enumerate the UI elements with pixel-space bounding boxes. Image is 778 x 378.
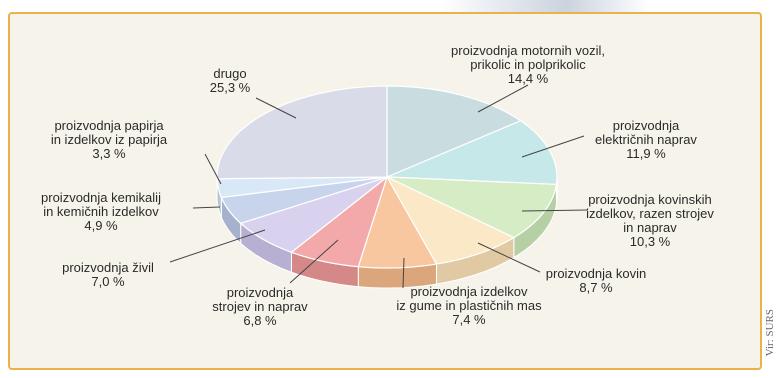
slice-label-line: 6,8 %	[243, 313, 277, 328]
leader-line	[477, 242, 541, 273]
leader-line	[402, 257, 405, 289]
pie-slice	[385, 175, 516, 265]
slice-labels: proizvodnja motornih vozil, prikolic in p…	[41, 43, 714, 328]
leader-line	[289, 239, 339, 284]
leader-line	[204, 153, 222, 185]
slice-label-line: 11,9 %	[626, 146, 666, 161]
slice-label-line: in izdelkov iz papirja	[51, 132, 168, 147]
top-decoration	[440, 0, 650, 12]
slice-label-line: proizvodnja kovin	[546, 266, 646, 281]
slice-label-line: proizvodnja živil	[62, 260, 154, 275]
slice-label-line: proizvodnja izdelkov	[410, 284, 528, 299]
slice-label-line: 7,4 %	[452, 312, 486, 327]
slice-label: proizvodnja kovinskih izdelkov, razen str…	[586, 192, 714, 249]
slice-label: proizvodnja kemikalij in kemičnih izdelko…	[41, 190, 161, 233]
pie-slices	[216, 85, 558, 269]
leader-line	[169, 229, 266, 263]
slice-label-line: in naprav	[623, 220, 677, 235]
slice-label-line: prikolic in polprikolic	[470, 57, 586, 72]
slice-label-line: izdelkov, razen strojev	[586, 206, 714, 221]
leader-line	[521, 135, 585, 158]
leader-lines	[169, 84, 589, 289]
slice-label-line: 8,7 %	[579, 280, 613, 295]
slice-label: proizvodnja električnih naprav 11,9 %	[595, 118, 697, 161]
pie-slice	[386, 176, 558, 239]
slice-label-line: 14,4 %	[508, 71, 549, 86]
slice-label-line: 3,3 %	[92, 146, 126, 161]
leader-line	[477, 84, 529, 113]
source-note: Vir: SURS	[764, 308, 776, 356]
slice-label-line: proizvodnja	[227, 285, 294, 300]
slice-label: proizvodnja živil 7,0 %	[62, 260, 154, 289]
slice-label-line: 7,0 %	[91, 274, 125, 289]
slice-label: proizvodnja izdelkov iz gume in plastični…	[396, 284, 542, 327]
leader-line	[192, 206, 221, 209]
pie-slice	[216, 85, 388, 180]
slice-label: proizvodnja strojev in naprav 6,8 %	[212, 285, 308, 328]
slice-label-line: proizvodnja	[613, 118, 680, 133]
slice-label: drugo 25,3 %	[210, 66, 251, 95]
leader-line	[255, 97, 297, 119]
slice-label-line: proizvodnja motornih vozil,	[451, 43, 605, 58]
slice-label-line: strojev in naprav	[212, 299, 308, 314]
slice-label-line: električnih naprav	[595, 132, 697, 147]
slice-label-line: 25,3 %	[210, 80, 251, 95]
slice-label-line: iz gume in plastičnih mas	[396, 298, 542, 313]
leader-line	[521, 209, 589, 212]
slice-label-line: proizvodnja kemikalij	[41, 190, 161, 205]
slice-label-line: 10,3 %	[630, 234, 671, 249]
slice-label: proizvodnja kovin 8,7 %	[546, 266, 646, 295]
slice-label-line: 4,9 %	[84, 218, 118, 233]
slice-label-line: proizvodnja papirja	[54, 118, 164, 133]
slice-label-line: in kemičnih izdelkov	[43, 204, 159, 219]
slice-label: proizvodnja papirja in izdelkov iz papirj…	[51, 118, 168, 161]
pie-slice	[386, 120, 558, 186]
pie-slice	[386, 85, 522, 178]
slice-label-line: drugo	[213, 66, 246, 81]
slice-label: proizvodnja motornih vozil, prikolic in p…	[451, 43, 605, 86]
slice-label-line: proizvodnja kovinskih	[588, 192, 712, 207]
